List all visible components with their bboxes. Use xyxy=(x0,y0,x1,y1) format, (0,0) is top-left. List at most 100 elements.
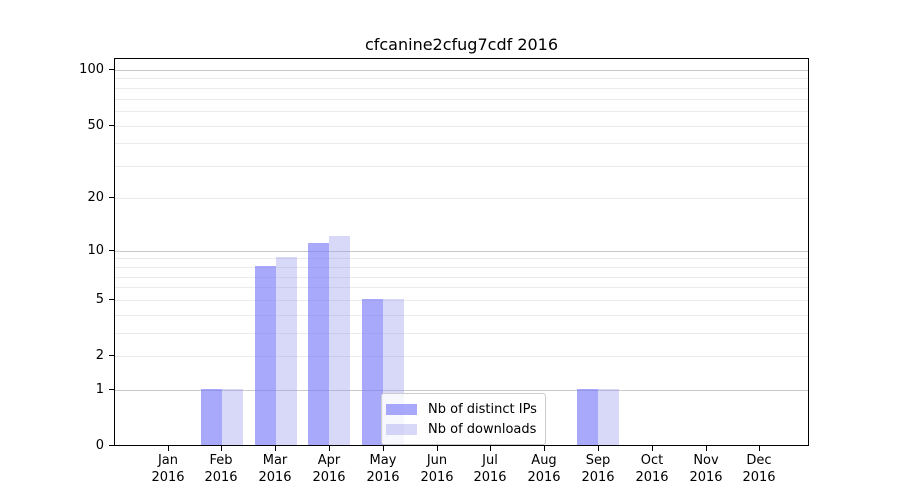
gridline-minor-6 xyxy=(115,287,808,288)
y-tick-label-100: 100 xyxy=(79,62,104,77)
plot-area: Nb of distinct IPs Nb of downloads xyxy=(114,58,809,446)
x-tick-year-apr: 2016 xyxy=(312,470,346,485)
x-tick-label-jul: Jul 2016 xyxy=(458,452,522,486)
y-tick-mark-50 xyxy=(109,125,114,126)
x-tick-month-aug: Aug xyxy=(531,453,557,468)
x-tick-label-feb: Feb 2016 xyxy=(189,452,253,486)
x-tick-year-dec: 2016 xyxy=(742,470,776,485)
chart-title: cfcanine2cfug7cdf 2016 xyxy=(364,35,559,54)
x-tick-mark-mar xyxy=(275,446,276,451)
y-tick-mark-2 xyxy=(109,355,114,356)
legend-item-downloads: Nb of downloads xyxy=(386,419,537,439)
y-tick-label-50: 50 xyxy=(87,118,104,133)
legend-swatch-distinct-ips xyxy=(386,403,417,415)
x-tick-year-mar: 2016 xyxy=(258,470,292,485)
gridline-minor-30 xyxy=(115,166,808,167)
gridline-minor-20 xyxy=(115,198,808,199)
gridline-minor-7 xyxy=(115,277,808,278)
legend-item-distinct-ips: Nb of distinct IPs xyxy=(386,399,537,419)
x-tick-month-jun: Jun xyxy=(426,453,448,468)
x-tick-year-aug: 2016 xyxy=(527,470,561,485)
x-tick-month-jul: Jul xyxy=(482,453,498,468)
x-tick-year-jul: 2016 xyxy=(473,470,507,485)
x-tick-month-mar: Mar xyxy=(262,453,288,468)
gridline-major-100 xyxy=(115,70,808,71)
legend-label-downloads: Nb of downloads xyxy=(428,421,537,437)
x-tick-month-may: May xyxy=(369,453,397,468)
x-tick-label-sep: Sep 2016 xyxy=(566,452,630,486)
bar-distinct-ips-feb xyxy=(200,388,222,445)
x-tick-label-aug: Aug 2016 xyxy=(512,452,576,486)
gridline-minor-40 xyxy=(115,143,808,144)
x-tick-mark-jan xyxy=(168,446,169,451)
x-tick-year-sep: 2016 xyxy=(581,470,615,485)
x-tick-year-nov: 2016 xyxy=(689,470,723,485)
x-tick-year-jun: 2016 xyxy=(420,470,454,485)
y-tick-label-2: 2 xyxy=(95,348,104,363)
x-tick-year-may: 2016 xyxy=(366,470,400,485)
gridline-minor-9 xyxy=(115,258,808,259)
x-tick-mark-dec xyxy=(759,446,760,451)
gridline-minor-70 xyxy=(115,99,808,100)
x-tick-year-feb: 2016 xyxy=(204,470,238,485)
y-tick-label-20: 20 xyxy=(87,190,104,205)
x-tick-label-mar: Mar 2016 xyxy=(243,452,307,486)
x-tick-mark-feb xyxy=(221,446,222,451)
gridline-minor-8 xyxy=(115,267,808,268)
y-tick-mark-10 xyxy=(109,250,114,251)
gridline-minor-5 xyxy=(115,300,808,301)
x-tick-month-nov: Nov xyxy=(693,453,719,468)
x-tick-label-apr: Apr 2016 xyxy=(297,452,361,486)
x-tick-label-oct: Oct 2016 xyxy=(620,452,684,486)
x-tick-label-nov: Nov 2016 xyxy=(674,452,738,486)
legend-label-distinct-ips: Nb of distinct IPs xyxy=(428,401,537,417)
y-tick-label-5: 5 xyxy=(95,292,104,307)
y-tick-label-0: 0 xyxy=(95,438,104,453)
x-tick-month-feb: Feb xyxy=(209,453,233,468)
y-tick-mark-1 xyxy=(109,389,114,390)
gridline-minor-80 xyxy=(115,88,808,89)
y-tick-mark-100 xyxy=(109,69,114,70)
x-tick-month-oct: Oct xyxy=(640,453,664,468)
bar-distinct-ips-sep xyxy=(577,388,599,445)
x-tick-label-may: May 2016 xyxy=(351,452,415,486)
x-tick-month-dec: Dec xyxy=(746,453,772,468)
y-tick-label-1: 1 xyxy=(95,382,104,397)
bar-downloads-feb xyxy=(221,388,243,445)
bar-downloads-mar xyxy=(275,257,297,445)
gridline-minor-2 xyxy=(115,356,808,357)
x-tick-month-apr: Apr xyxy=(317,453,341,468)
bar-downloads-sep xyxy=(598,388,620,445)
bar-distinct-ips-may xyxy=(362,299,384,445)
x-tick-mark-jul xyxy=(490,446,491,451)
x-tick-month-sep: Sep xyxy=(585,453,611,468)
x-tick-mark-oct xyxy=(652,446,653,451)
gridline-minor-60 xyxy=(115,111,808,112)
x-tick-year-oct: 2016 xyxy=(635,470,669,485)
gridline-minor-4 xyxy=(115,315,808,316)
x-tick-mark-jun xyxy=(437,446,438,451)
bar-distinct-ips-apr xyxy=(308,242,330,445)
x-tick-mark-aug xyxy=(544,446,545,451)
bar-downloads-apr xyxy=(329,236,351,445)
x-tick-mark-apr xyxy=(329,446,330,451)
y-tick-label-10: 10 xyxy=(87,243,104,258)
x-tick-mark-may xyxy=(383,446,384,451)
x-tick-month-jan: Jan xyxy=(157,453,179,468)
x-tick-label-jun: Jun 2016 xyxy=(405,452,469,486)
gridline-major-10 xyxy=(115,251,808,252)
gridline-major-1 xyxy=(115,390,808,391)
gridline-minor-50 xyxy=(115,126,808,127)
x-tick-mark-sep xyxy=(598,446,599,451)
gridline-minor-3 xyxy=(115,333,808,334)
x-tick-label-jan: Jan 2016 xyxy=(136,452,200,486)
x-tick-label-dec: Dec 2016 xyxy=(727,452,791,486)
x-tick-mark-nov xyxy=(706,446,707,451)
legend: Nb of distinct IPs Nb of downloads xyxy=(381,393,546,445)
x-tick-year-jan: 2016 xyxy=(151,470,185,485)
y-tick-mark-0 xyxy=(109,445,114,446)
legend-swatch-downloads xyxy=(386,423,417,435)
y-tick-mark-20 xyxy=(109,197,114,198)
gridline-minor-90 xyxy=(115,78,808,79)
